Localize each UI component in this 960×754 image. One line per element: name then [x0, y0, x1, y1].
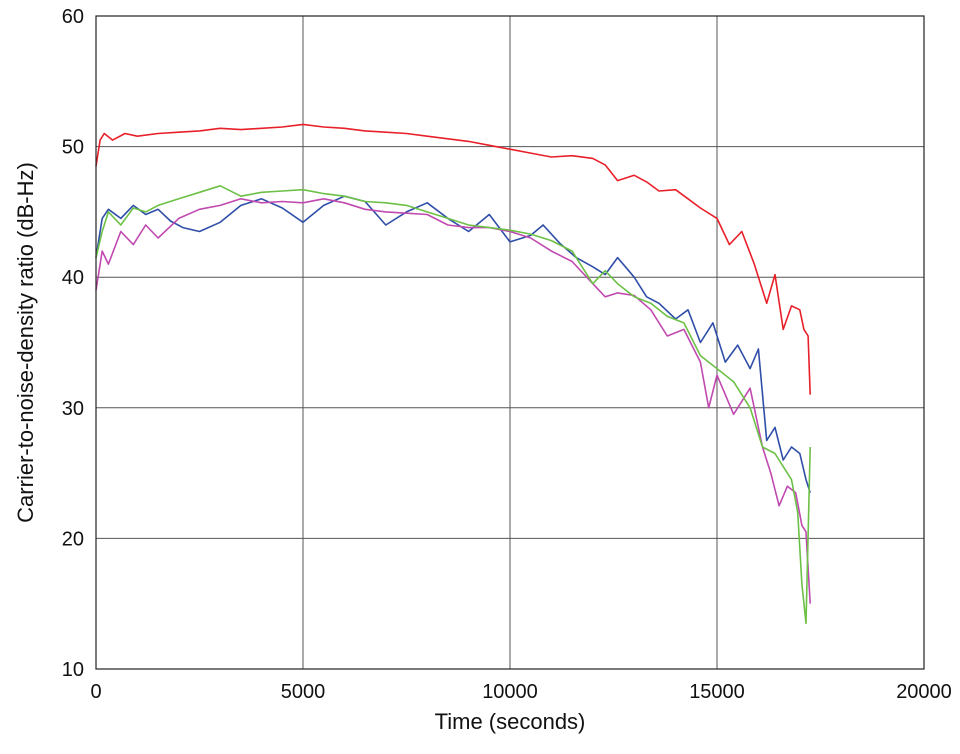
plot-frame — [95, 15, 925, 670]
x-tick-label: 5000 — [281, 681, 326, 703]
x-tick-label: 0 — [90, 681, 101, 703]
y-tick-label: 40 — [62, 267, 84, 289]
series-line-4 — [95, 185, 811, 625]
grid-layer — [95, 15, 925, 670]
y-tick-label: 20 — [62, 528, 84, 550]
y-tick-label: 10 — [62, 659, 84, 681]
y-tick-label: 50 — [62, 137, 84, 159]
tick-layer: 0 5000 10000 15000 20000 10 20 30 40 50 60 — [62, 6, 952, 703]
x-tick-label: 10000 — [482, 681, 538, 703]
series-layer — [95, 123, 811, 625]
x-axis-label: Time (seconds) — [435, 709, 586, 734]
y-tick-label: 60 — [62, 6, 84, 28]
x-tick-label: 15000 — [689, 681, 745, 703]
series-line-1 — [95, 123, 811, 395]
y-tick-label: 30 — [62, 398, 84, 420]
y-axis-label: Carrier-to-noise-density ratio (dB-Hz) — [13, 162, 38, 523]
series-line-3 — [95, 198, 811, 604]
series-line-2 — [95, 195, 811, 493]
x-tick-label: 20000 — [896, 681, 952, 703]
